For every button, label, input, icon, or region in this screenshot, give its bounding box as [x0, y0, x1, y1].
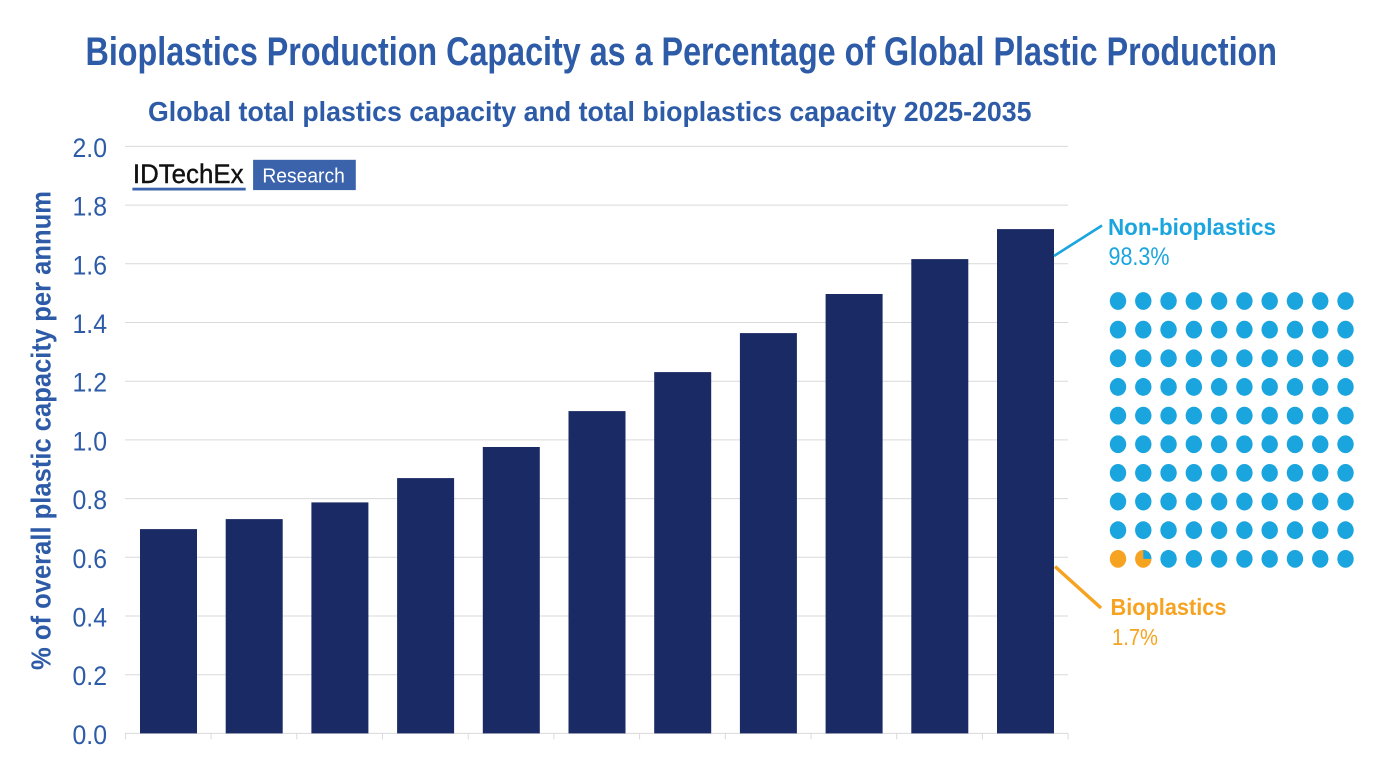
svg-text:0.0: 0.0 — [73, 720, 108, 750]
svg-text:Research: Research — [262, 165, 344, 188]
svg-text:1.0: 1.0 — [73, 426, 108, 456]
svg-text:Bioplastics: Bioplastics — [1111, 594, 1227, 620]
svg-text:Non-bioplastics: Non-bioplastics — [1108, 214, 1276, 240]
svg-text:1.6: 1.6 — [73, 250, 108, 280]
svg-text:0.6: 0.6 — [73, 544, 108, 574]
svg-text:0.8: 0.8 — [73, 485, 108, 515]
svg-text:% of overall plastic capacity: % of overall plastic capacity per annum — [26, 191, 57, 670]
svg-text:IDTechEx: IDTechEx — [133, 159, 244, 189]
svg-text:1.7%: 1.7% — [1112, 624, 1158, 650]
svg-text:1.2: 1.2 — [73, 368, 108, 398]
svg-text:Global total plastics capacity: Global total plastics capacity and total… — [148, 96, 1032, 127]
svg-text:1.4: 1.4 — [73, 309, 108, 339]
svg-text:2.0: 2.0 — [73, 133, 108, 163]
svg-text:Bioplastics Production Capacit: Bioplastics Production Capacity as a Per… — [86, 30, 1278, 74]
svg-text:98.3%: 98.3% — [1109, 243, 1170, 271]
svg-text:1.8: 1.8 — [73, 192, 108, 222]
svg-text:0.2: 0.2 — [73, 661, 108, 691]
svg-text:0.4: 0.4 — [73, 603, 108, 633]
